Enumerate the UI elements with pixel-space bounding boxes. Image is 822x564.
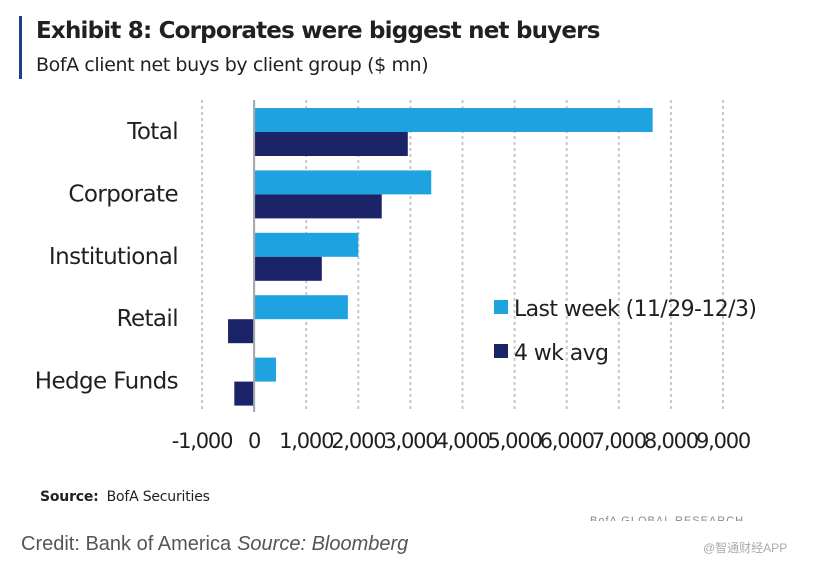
chart-subtitle: BofA client net buys by client group ($ … xyxy=(36,54,429,76)
x-tick-label: 5,000 xyxy=(488,429,542,453)
source-line: Source: BofA Securities xyxy=(40,489,210,505)
bar-chart: -1,000 0 1,0002,0003,0004,0005,0006,0007,0… xyxy=(35,100,757,453)
exhibit-accent-bar xyxy=(19,16,22,79)
x-tick-label: 6,000 xyxy=(540,429,594,453)
legend-label-4wk-avg: 4 wk avg xyxy=(514,341,608,366)
x-tick-label: 8,000 xyxy=(644,429,698,453)
bar-last-week xyxy=(254,232,359,257)
x-tick-label: 0 xyxy=(248,429,260,453)
legend-swatch-last-week xyxy=(494,300,508,314)
chart-title: Exhibit 8: Corporates were biggest net b… xyxy=(36,18,600,44)
bar-4wk-avg xyxy=(234,381,255,406)
bar-4wk-avg xyxy=(254,132,408,156)
bar-4wk-avg xyxy=(254,194,382,219)
category-label: Institutional xyxy=(49,244,178,270)
credit-line: Credit: Bank of America Source: Bloomberg xyxy=(21,533,408,556)
category-label: Retail xyxy=(117,306,178,332)
category-label: Corporate xyxy=(68,181,178,207)
watermark: @智通财经APP xyxy=(703,541,788,555)
legend-swatch-4wk-avg xyxy=(494,344,508,358)
bar-last-week xyxy=(254,170,432,195)
credit-source: Source: Bloomberg xyxy=(237,533,409,555)
bar-last-week xyxy=(254,357,276,382)
x-tick-label: 7,000 xyxy=(592,429,646,453)
category-label: Hedge Funds xyxy=(35,369,178,395)
credit-text: Credit: Bank of America xyxy=(21,533,232,555)
bar-4wk-avg xyxy=(228,319,255,344)
x-tick-label: 4,000 xyxy=(435,429,489,453)
bar-last-week xyxy=(254,108,653,132)
x-tick-label: -1,000 xyxy=(172,429,233,453)
bar-last-week xyxy=(254,295,348,320)
x-tick-label: 9,000 xyxy=(696,429,750,453)
x-tick-label: 1,000 xyxy=(279,429,333,453)
x-tick-label: 2,000 xyxy=(331,429,385,453)
x-tick-label: 3,000 xyxy=(383,429,437,453)
category-label: Total xyxy=(126,119,178,145)
bar-4wk-avg xyxy=(254,256,322,281)
research-footer: BofA GLOBAL RESEARCH xyxy=(590,515,745,521)
source-value: BofA Securities xyxy=(106,489,210,505)
source-label: Source: xyxy=(40,489,99,505)
legend-label-last-week: Last week (11/29-12/3) xyxy=(514,297,756,322)
